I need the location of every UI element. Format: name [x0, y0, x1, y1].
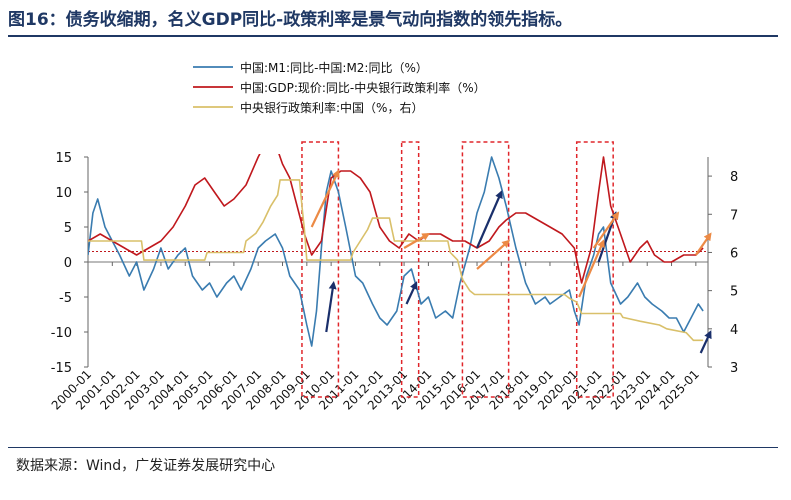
y-right-tick-label: 5: [730, 285, 738, 300]
y-right-tick-label: 4: [730, 323, 738, 338]
annotation-arrow: [403, 233, 431, 249]
highlight-box: [461, 141, 510, 398]
y-left-tick-label: 10: [55, 186, 72, 201]
y-right-tick-label: 6: [730, 246, 738, 261]
y-left-tick-label: -5: [59, 291, 72, 306]
legend-label: 中国:M1:同比-中国:M2:同比（%）: [240, 60, 428, 75]
annotation-arrow: [476, 239, 511, 270]
highlight-box: [400, 141, 420, 398]
series-line-m1-m2: [88, 156, 704, 347]
highlight-box: [301, 141, 340, 398]
legend-label: 中国:GDP:现价:同比-中央银行政策利率（%）: [240, 80, 486, 95]
source-note: 数据来源：Wind，广发证券发展研究中心: [16, 458, 276, 474]
series-line-gdp-policy-rate: [88, 154, 704, 284]
annotation-arrow: [476, 190, 503, 249]
annotation-arrow: [578, 239, 605, 298]
annotation-arrow: [694, 232, 712, 256]
page-title: 图16：债务收缩期，名义GDP同比-政策利率是景气动向指数的领先指标。: [8, 10, 573, 30]
y-right-tick-label: 8: [730, 170, 738, 185]
y-right-tick-label: 7: [730, 208, 738, 223]
y-right-tick-label: 3: [730, 361, 738, 376]
y-left-tick-label: -10: [51, 326, 72, 341]
series-line-policy-rate: [88, 179, 704, 342]
y-left-tick-label: 15: [55, 151, 72, 166]
y-left-tick-label: -15: [51, 361, 72, 376]
annotation-arrow: [405, 281, 418, 305]
title-divider: [8, 35, 778, 37]
annotation-arrow: [325, 281, 337, 333]
annotation-arrow: [310, 169, 340, 228]
annotation-arrow: [592, 211, 620, 249]
legend-label: 中央银行政策利率:中国（%，右）: [240, 100, 423, 115]
footer-divider: [8, 447, 778, 448]
annotation-arrow: [699, 330, 712, 354]
y-left-tick-label: 5: [64, 221, 72, 236]
y-left-tick-label: 0: [64, 256, 72, 271]
highlight-box: [575, 141, 614, 398]
